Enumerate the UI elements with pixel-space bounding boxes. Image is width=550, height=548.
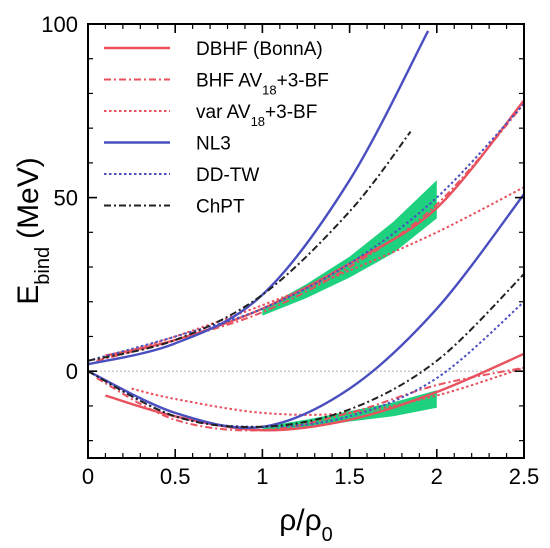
x-tick-label: 1: [256, 464, 268, 489]
y-tick-label: 50: [54, 186, 78, 211]
legend-label: DBHF (BonnA): [196, 39, 323, 60]
dd-tw-neutron-line: [87, 103, 525, 362]
ticks-layer: 0 0.5 1 1.5 2 2.5 0 50 100: [41, 12, 539, 489]
x-tick-label: 2: [431, 464, 443, 489]
y-tick-label: 0: [66, 359, 78, 384]
x-tick-label: 0: [82, 464, 94, 489]
x-tick-label: 0.5: [160, 464, 191, 489]
nl3-symmetric-line: [87, 193, 525, 429]
chpt-symmetric-line: [87, 273, 525, 429]
x-tick-label: 1.5: [334, 464, 365, 489]
y-axis-title-unit: (MeV): [12, 157, 45, 239]
legend-label: DD-TW: [196, 165, 259, 186]
legend-label-main: var AV: [196, 102, 251, 123]
legend-label-main: ChPT: [196, 197, 245, 218]
symmetric-matter-band: [262, 390, 437, 431]
legend-label-main: DBHF (BonnA): [196, 39, 323, 60]
y-axis-title-sub: bind: [32, 247, 54, 285]
y-axis-title: Ebind (MeV): [12, 157, 54, 305]
nl3-neutron-line: [87, 30, 430, 366]
dd-tw-symmetric-line: [87, 301, 525, 428]
legend-label-main: BHF AV: [196, 71, 262, 92]
legend-label: var AV18+3-BF: [196, 102, 317, 129]
series-layer: [87, 30, 525, 432]
legend-label-tail: +3-BF: [265, 102, 317, 123]
chpt-neutron-line: [87, 130, 412, 362]
var-av18-3-bf-neutron-line: [96, 186, 525, 362]
legend-label: BHF AV18+3-BF: [196, 71, 329, 98]
legend-label-main: DD-TW: [196, 165, 259, 186]
x-axis-title: ρ/ρ0: [279, 504, 333, 546]
legend-label: ChPT: [196, 197, 245, 218]
x-axis-title-sub: 0: [322, 524, 333, 546]
legend-label: NL3: [196, 134, 231, 155]
x-axis-title-main: ρ/ρ: [279, 504, 321, 537]
legend-label-sub: 18: [251, 114, 265, 129]
legend-label-tail: +3-BF: [277, 71, 329, 92]
y-tick-label: 100: [41, 12, 78, 37]
legend-label-sub: 18: [262, 82, 276, 97]
x-tick-label: 2.5: [509, 464, 540, 489]
dbhf-bonna-neutron-line: [105, 99, 525, 357]
var-av18-3-bf-symmetric-line: [131, 366, 525, 416]
plot-frame: [87, 23, 525, 459]
y-axis-title-main: E: [12, 285, 45, 305]
legend-label-main: NL3: [196, 134, 231, 155]
